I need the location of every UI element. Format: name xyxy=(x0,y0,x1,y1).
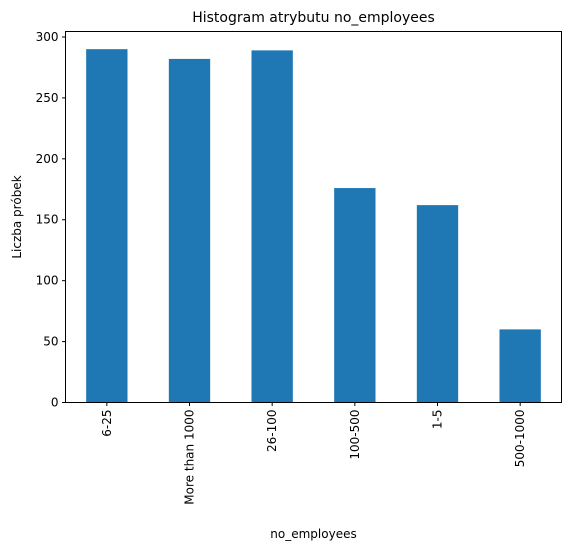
y-tick-label: 250 xyxy=(36,91,59,105)
y-tick-label: 150 xyxy=(36,213,59,227)
y-tick-label: 300 xyxy=(36,30,59,44)
x-tick-label: 6-25 xyxy=(100,410,114,437)
bar-500-1000 xyxy=(500,329,541,402)
x-tick-label: 26-100 xyxy=(265,410,279,453)
bar-100-500 xyxy=(334,188,375,402)
y-axis-title: Liczba próbek xyxy=(10,175,24,258)
chart-title: Histogram atrybutu no_employees xyxy=(192,10,435,26)
y-tick-label: 100 xyxy=(36,274,59,288)
bar-26-100 xyxy=(252,50,293,402)
x-tick-label: More than 1000 xyxy=(183,410,197,505)
y-tick-label: 0 xyxy=(51,396,59,410)
x-tick-label: 500-1000 xyxy=(513,410,527,468)
x-tick-label: 100-500 xyxy=(348,410,362,460)
bar-6-25 xyxy=(86,49,127,402)
x-tick-label: 1-5 xyxy=(431,410,445,430)
plot-frame xyxy=(66,32,562,403)
x-axis-title: no_employees xyxy=(270,527,356,541)
y-tick-label: 200 xyxy=(36,152,59,166)
y-axis: 0 50 100 150 200 250 300 xyxy=(36,30,66,410)
x-axis: 6-25 More than 1000 26-100 100-500 1-5 500-10… xyxy=(100,403,527,505)
bar-1-5 xyxy=(417,205,458,402)
y-tick-label: 50 xyxy=(43,335,58,349)
bars-group xyxy=(86,49,541,402)
bar-more-than-1000 xyxy=(169,59,210,403)
